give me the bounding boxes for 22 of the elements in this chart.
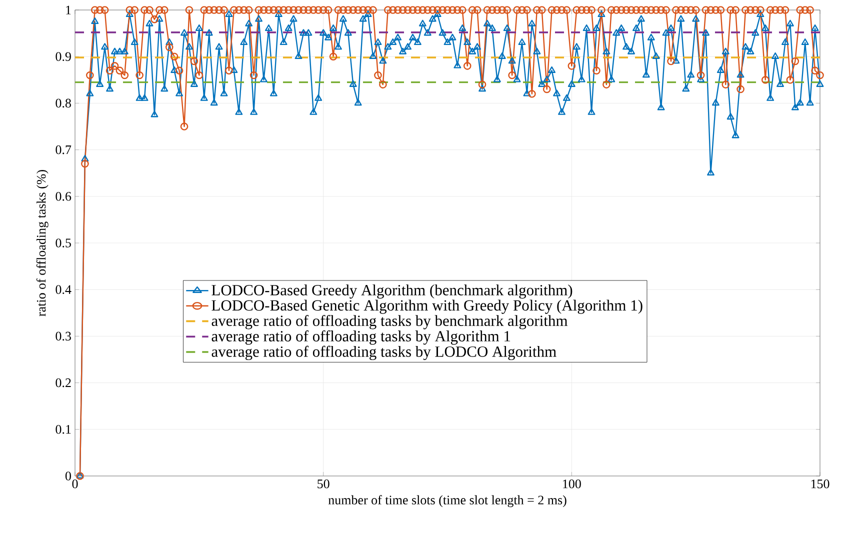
x-axis-title: number of time slots (time slot length = 2 ms) (328, 495, 566, 508)
y-tick-label: 0.3 (56, 332, 71, 341)
legend-label: average ratio of offloading tasks by Algorithm 1 (212, 330, 510, 345)
x-tick-label: 0 (72, 480, 78, 488)
legend-label: average ratio of offloading tasks by benchmark algorithm (212, 314, 568, 330)
legend-label: LODCO-Based Greedy Algorithm (benchmark algorithm) (212, 284, 572, 299)
y-axis-title: ratio of offloading tasks (%) (36, 170, 48, 316)
y-tick-label: 0.9 (56, 52, 71, 62)
x-tick-label: 50 (318, 480, 330, 488)
y-tick-label: 0.5 (56, 238, 71, 248)
x-tick-label: 150 (811, 480, 830, 488)
y-tick-label: 0.6 (56, 192, 72, 201)
y-tick-label: 0.1 (56, 424, 71, 434)
y-tick-label: 1 (66, 6, 71, 14)
y-tick-label: 0.4 (56, 285, 72, 294)
y-tick-label: 0.8 (56, 98, 71, 108)
y-tick-label: 0.2 (56, 378, 71, 388)
y-tick-label: 0.7 (56, 145, 72, 154)
x-tick-label: 100 (563, 480, 581, 488)
y-tick-label: 0 (65, 472, 71, 480)
legend-label: average ratio of offloading tasks by LODCO Algorithm (212, 346, 556, 360)
legend-label: LODCO-Based Genetic Algorithm with Greedy Policy (Algorithm 1) (212, 300, 642, 314)
